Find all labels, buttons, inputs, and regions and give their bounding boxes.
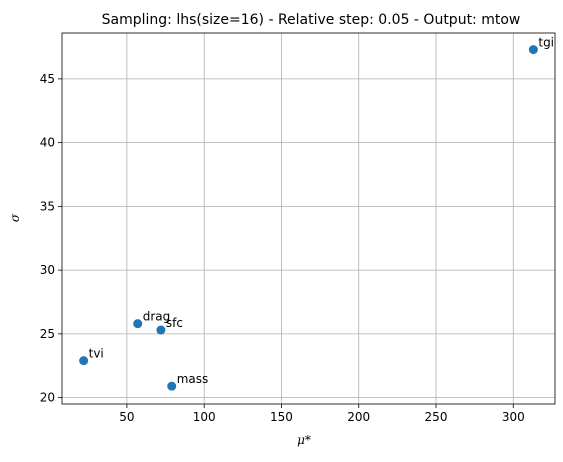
x-tick-label: 200 [347, 410, 370, 424]
plot-frame [61, 32, 556, 405]
x-tick-label: 150 [270, 410, 293, 424]
y-tick-label: 30 [40, 263, 55, 277]
scatter-point-mass [167, 381, 177, 391]
x-tick-label: 300 [502, 410, 525, 424]
point-label-tvi: tvi [89, 347, 104, 361]
y-tick-label: 40 [40, 136, 55, 150]
y-tick-label: 35 [40, 199, 55, 213]
grid [62, 33, 555, 404]
scatter-point-sfc [156, 325, 166, 335]
x-axis-ticks: 50 100 150 200 250 300 [119, 404, 525, 424]
chart-title: Sampling: lhs(size=16) - Relative step: … [102, 12, 521, 28]
y-axis-label: σ [8, 213, 22, 222]
scatter-point-tvi [79, 356, 89, 366]
x-tick-label: 250 [425, 410, 448, 424]
scatter-point-tgi [528, 45, 538, 55]
scatter-point-drag [133, 319, 143, 329]
point-label-sfc: sfc [166, 316, 183, 330]
point-label-mass: mass [177, 372, 209, 386]
y-tick-label: 45 [40, 72, 55, 86]
y-tick-label: 20 [40, 391, 55, 405]
point-label-tgi: tgi [538, 36, 554, 50]
y-axis-ticks: 20 25 30 35 40 45 [40, 72, 62, 405]
point-label-drag: drag [143, 310, 171, 324]
x-axis-label: μ* [297, 433, 311, 447]
x-tick-label: 100 [193, 410, 216, 424]
x-tick-label: 50 [119, 410, 134, 424]
y-tick-label: 25 [40, 327, 55, 341]
